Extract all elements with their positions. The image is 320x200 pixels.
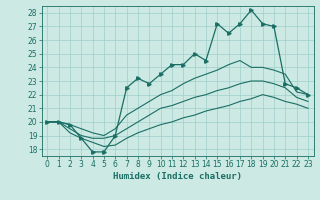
X-axis label: Humidex (Indice chaleur): Humidex (Indice chaleur) xyxy=(113,172,242,181)
